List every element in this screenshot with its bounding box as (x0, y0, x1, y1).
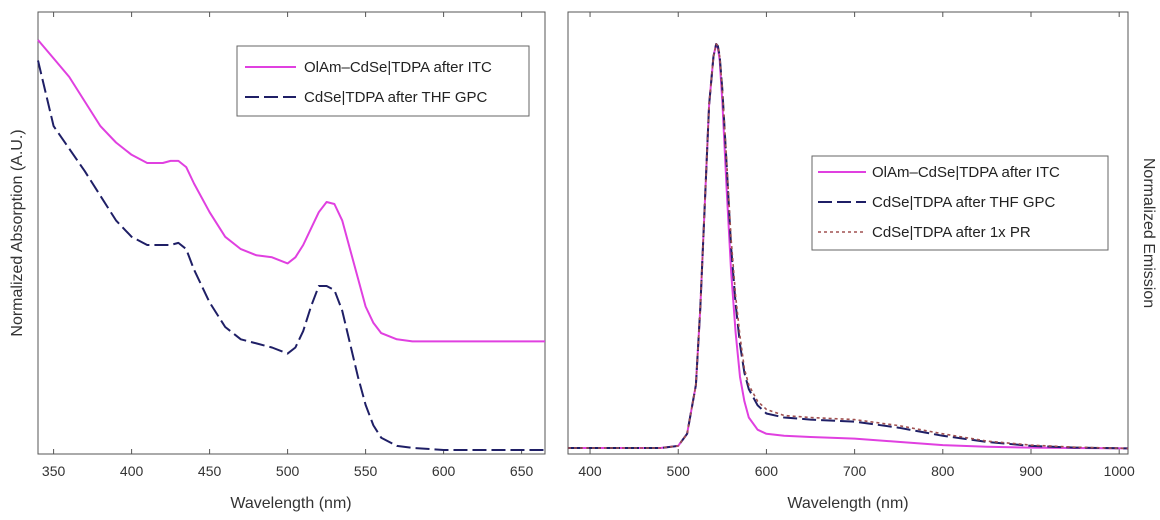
absorption-series-line-0 (37, 39, 545, 343)
absorption-series-lines (37, 39, 545, 451)
emission-x-tick-label: 1000 (1104, 463, 1135, 479)
absorption-x-tick-label: 400 (120, 463, 144, 479)
absorption-y-axis-label: Normalized Absorption (A.U.) (9, 129, 26, 336)
emission-series-line-2 (568, 43, 1129, 450)
absorption-plot-frame (37, 11, 546, 455)
absorption-x-axis-label: Wavelength (nm) (230, 495, 351, 512)
emission-series-lines (568, 43, 1129, 450)
absorption-legend: OlAm–CdSe|TDPA after ITC CdSe|TDPA after… (236, 45, 530, 117)
absorption-x-tick-label: 550 (354, 463, 378, 479)
emission-legend-label-pr: CdSe|TDPA after 1x PR (872, 224, 1031, 241)
absorption-x-tick-label: 500 (276, 463, 300, 479)
emission-x-tick-label: 800 (931, 463, 955, 479)
emission-x-tick-label: 400 (578, 463, 602, 479)
absorption-legend-box (236, 45, 530, 117)
emission-x-tick-label: 600 (755, 463, 779, 479)
emission-x-tick-label: 500 (667, 463, 691, 479)
absorption-panel: 350 400 450 500 550 600 650 Wavelength (nm) No… (9, 11, 546, 512)
emission-legend: OlAm–CdSe|TDPA after ITC CdSe|TDPA after… (811, 155, 1109, 251)
emission-x-tick-label: 900 (1019, 463, 1043, 479)
emission-x-tick-label: 700 (843, 463, 867, 479)
absorption-x-tick-label: 650 (510, 463, 534, 479)
absorption-x-tick-label: 450 (198, 463, 222, 479)
emission-panel: 400 500 600 700 800 900 1000 Wavelength (nm) N… (567, 11, 1157, 512)
absorption-legend-label-itc: OlAm–CdSe|TDPA after ITC (304, 59, 492, 76)
emission-legend-label-gpc: CdSe|TDPA after THF GPC (872, 194, 1056, 211)
absorption-x-ticks: 350 400 450 500 550 600 650 (42, 12, 534, 479)
absorption-x-tick-label: 350 (42, 463, 66, 479)
emission-plot-frame (567, 11, 1129, 455)
emission-x-axis-label: Wavelength (nm) (787, 495, 908, 512)
absorption-legend-label-gpc: CdSe|TDPA after THF GPC (304, 89, 488, 106)
emission-y-axis-label: Normalized Emission (1140, 158, 1157, 308)
absorption-series-line-1 (37, 60, 545, 451)
emission-x-ticks: 400 500 600 700 800 900 1000 (578, 12, 1135, 479)
absorption-x-tick-label: 600 (432, 463, 456, 479)
emission-legend-label-itc: OlAm–CdSe|TDPA after ITC (872, 164, 1060, 181)
